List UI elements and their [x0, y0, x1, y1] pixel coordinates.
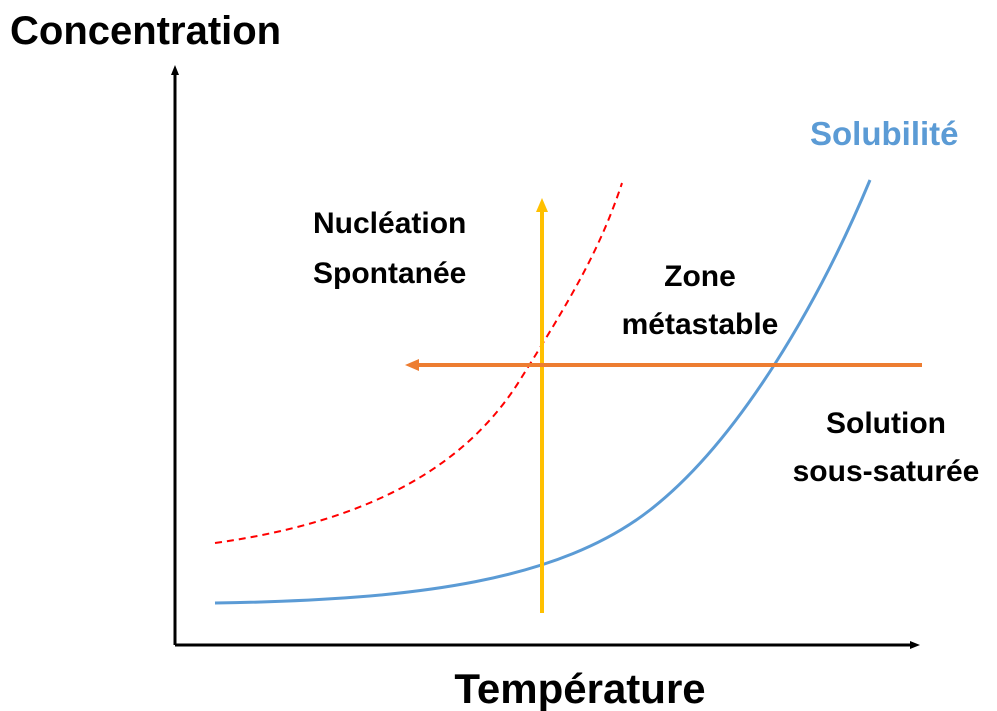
y-axis-label: Concentration	[10, 9, 281, 53]
region-label: sous-saturée	[793, 455, 980, 488]
region-label: Spontanée	[313, 257, 466, 290]
region-label: Nucléation	[313, 207, 466, 240]
supersolubility-curve	[214, 182, 623, 544]
curve-label: Solubilité	[810, 115, 959, 152]
region-label: métastable	[622, 308, 779, 341]
x-axis-label: Température	[454, 665, 705, 711]
region-label: Solution	[826, 407, 946, 440]
region-label: Zone	[664, 260, 736, 293]
solubility-curve	[214, 179, 872, 605]
